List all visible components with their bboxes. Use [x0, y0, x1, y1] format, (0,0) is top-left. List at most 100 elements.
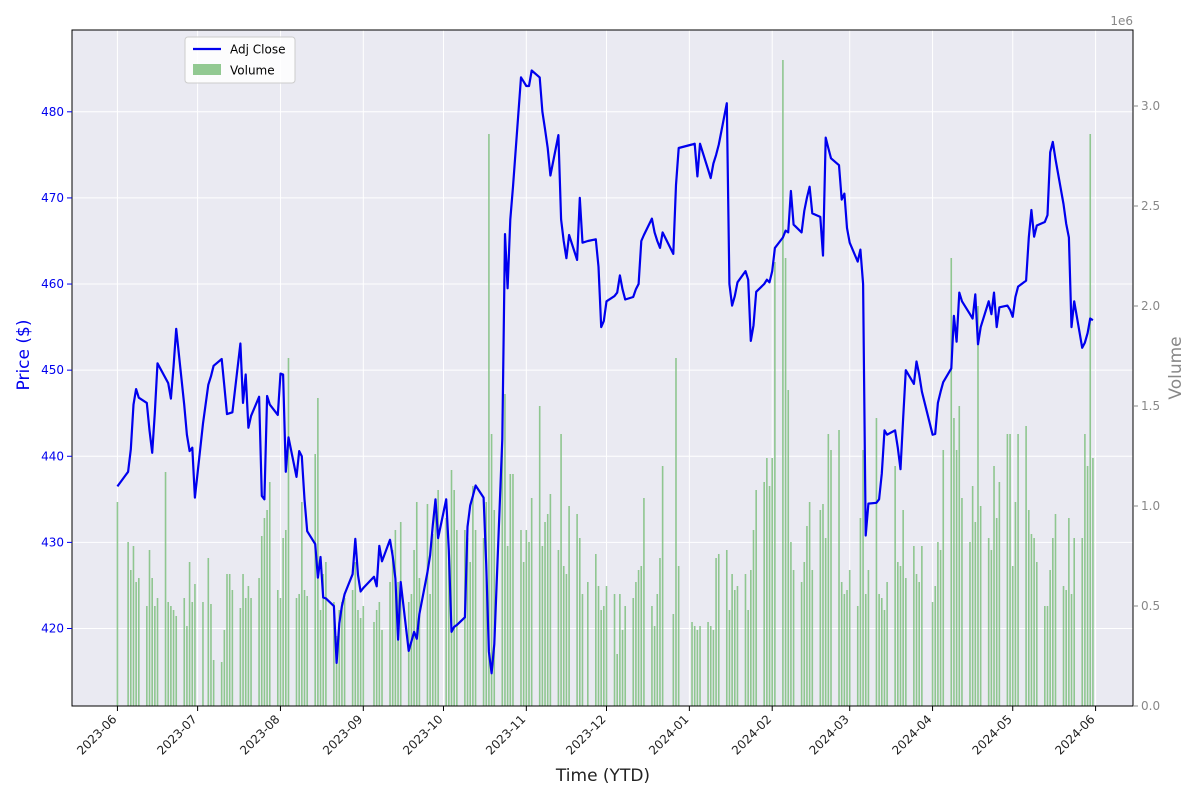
- volume-bar: [747, 610, 749, 706]
- volume-bar: [939, 550, 942, 706]
- volume-bar: [530, 498, 533, 706]
- right-tick-label: 2.5: [1141, 199, 1160, 213]
- volume-bar: [1017, 434, 1019, 706]
- volume-bar: [750, 570, 752, 706]
- volume-bar: [375, 610, 378, 706]
- right-tick-label: 0.0: [1141, 699, 1160, 713]
- volume-bar: [186, 626, 188, 706]
- legend-label-volume: Volume: [230, 64, 275, 78]
- volume-bar: [247, 586, 250, 706]
- volume-bar: [482, 538, 485, 706]
- volume-bar: [226, 574, 228, 706]
- left-tick-label: 420: [41, 621, 64, 635]
- volume-bar: [728, 610, 731, 706]
- volume-bar: [306, 596, 308, 706]
- volume-bar: [755, 490, 757, 706]
- volume-bar: [260, 536, 263, 706]
- left-tick-label: 430: [41, 535, 64, 549]
- volume-bar: [771, 458, 774, 706]
- volume-bar: [856, 606, 859, 706]
- volume-bar: [993, 466, 995, 706]
- volume-bar: [175, 616, 178, 706]
- volume-bar: [1070, 594, 1073, 706]
- volume-bar: [830, 450, 832, 706]
- volume-bar: [466, 538, 469, 706]
- volume-bar: [228, 574, 231, 706]
- volume-bar: [562, 566, 565, 706]
- volume-bar: [707, 622, 709, 706]
- volume-bar: [931, 602, 934, 706]
- volume-bar: [977, 306, 979, 706]
- volume-bar: [768, 486, 771, 706]
- volume-bar: [397, 582, 399, 706]
- volume-bar: [512, 474, 514, 706]
- volume-bar: [958, 406, 961, 706]
- volume-bar: [827, 434, 830, 706]
- volume-bar: [351, 590, 354, 706]
- volume-bar: [725, 550, 728, 706]
- volume-bar: [806, 526, 808, 706]
- volume-bar: [445, 518, 447, 706]
- volume-bar: [693, 626, 696, 706]
- volume-bar: [146, 606, 148, 706]
- volume-bar: [303, 590, 306, 706]
- volume-bar: [677, 566, 680, 706]
- volume-bar: [167, 602, 170, 706]
- volume-bar: [1081, 538, 1084, 706]
- x-tick-label: 2023-10: [400, 712, 445, 757]
- volume-bar: [691, 622, 693, 706]
- volume-bar: [210, 604, 212, 706]
- volume-bar: [637, 570, 640, 706]
- volume-bar: [450, 470, 453, 706]
- volume-bar: [394, 530, 397, 706]
- volume-bar: [242, 574, 244, 706]
- right-tick-label: 1.5: [1141, 399, 1160, 413]
- right-tick-label: 1.0: [1141, 499, 1160, 513]
- volume-bar: [172, 610, 175, 706]
- volume-bar: [410, 594, 413, 706]
- volume-bar: [1049, 570, 1051, 706]
- volume-bar: [191, 602, 194, 706]
- volume-bar: [1062, 586, 1065, 706]
- volume-bar: [472, 486, 474, 706]
- left-tick-label: 470: [41, 191, 64, 205]
- x-axis-ticks: 2023-06 2023-07 2023-08 2023-09 2023-10 2023-…: [74, 706, 1098, 758]
- volume-bar: [319, 610, 322, 706]
- volume-bar: [792, 570, 795, 706]
- left-y-axis-title: Price ($): [14, 320, 34, 391]
- volume-bar: [733, 590, 736, 706]
- volume-bar: [549, 494, 552, 706]
- volume-bar: [1092, 458, 1094, 706]
- volume-bar: [389, 582, 391, 706]
- volume-bar: [838, 430, 840, 706]
- volume-bar: [800, 582, 803, 706]
- volume-bar: [314, 454, 317, 706]
- volume-bar: [129, 570, 132, 706]
- volume-bar: [915, 574, 918, 706]
- volume-bar: [156, 598, 159, 706]
- volume-bar: [643, 498, 645, 706]
- volume-bar: [715, 558, 717, 706]
- volume-bar: [333, 602, 335, 706]
- legend: Adj Close Volume: [184, 36, 296, 84]
- legend-swatch-volume: [193, 64, 221, 75]
- volume-bar: [116, 502, 119, 706]
- right-tick-label: 0.5: [1141, 599, 1160, 613]
- volume-bar: [950, 258, 953, 706]
- x-tick-label: 2024-03: [806, 712, 851, 757]
- volume-bar: [995, 518, 998, 706]
- volume-bar: [268, 482, 271, 706]
- volume-bar: [803, 562, 806, 706]
- x-tick-label: 2023-09: [320, 712, 365, 757]
- volume-bar: [790, 542, 792, 706]
- volume-bar: [509, 474, 512, 706]
- volume-bar: [431, 534, 434, 706]
- plot-background: [72, 30, 1133, 706]
- right-y-axis-ticks: 0.0 0.5 1.0 1.5 2.0 2.5 3.0: [1133, 99, 1160, 713]
- volume-bar: [362, 606, 365, 706]
- volume-bar: [127, 542, 129, 706]
- volume-bar: [266, 510, 268, 706]
- volume-bar: [987, 538, 990, 706]
- volume-bar: [712, 630, 715, 706]
